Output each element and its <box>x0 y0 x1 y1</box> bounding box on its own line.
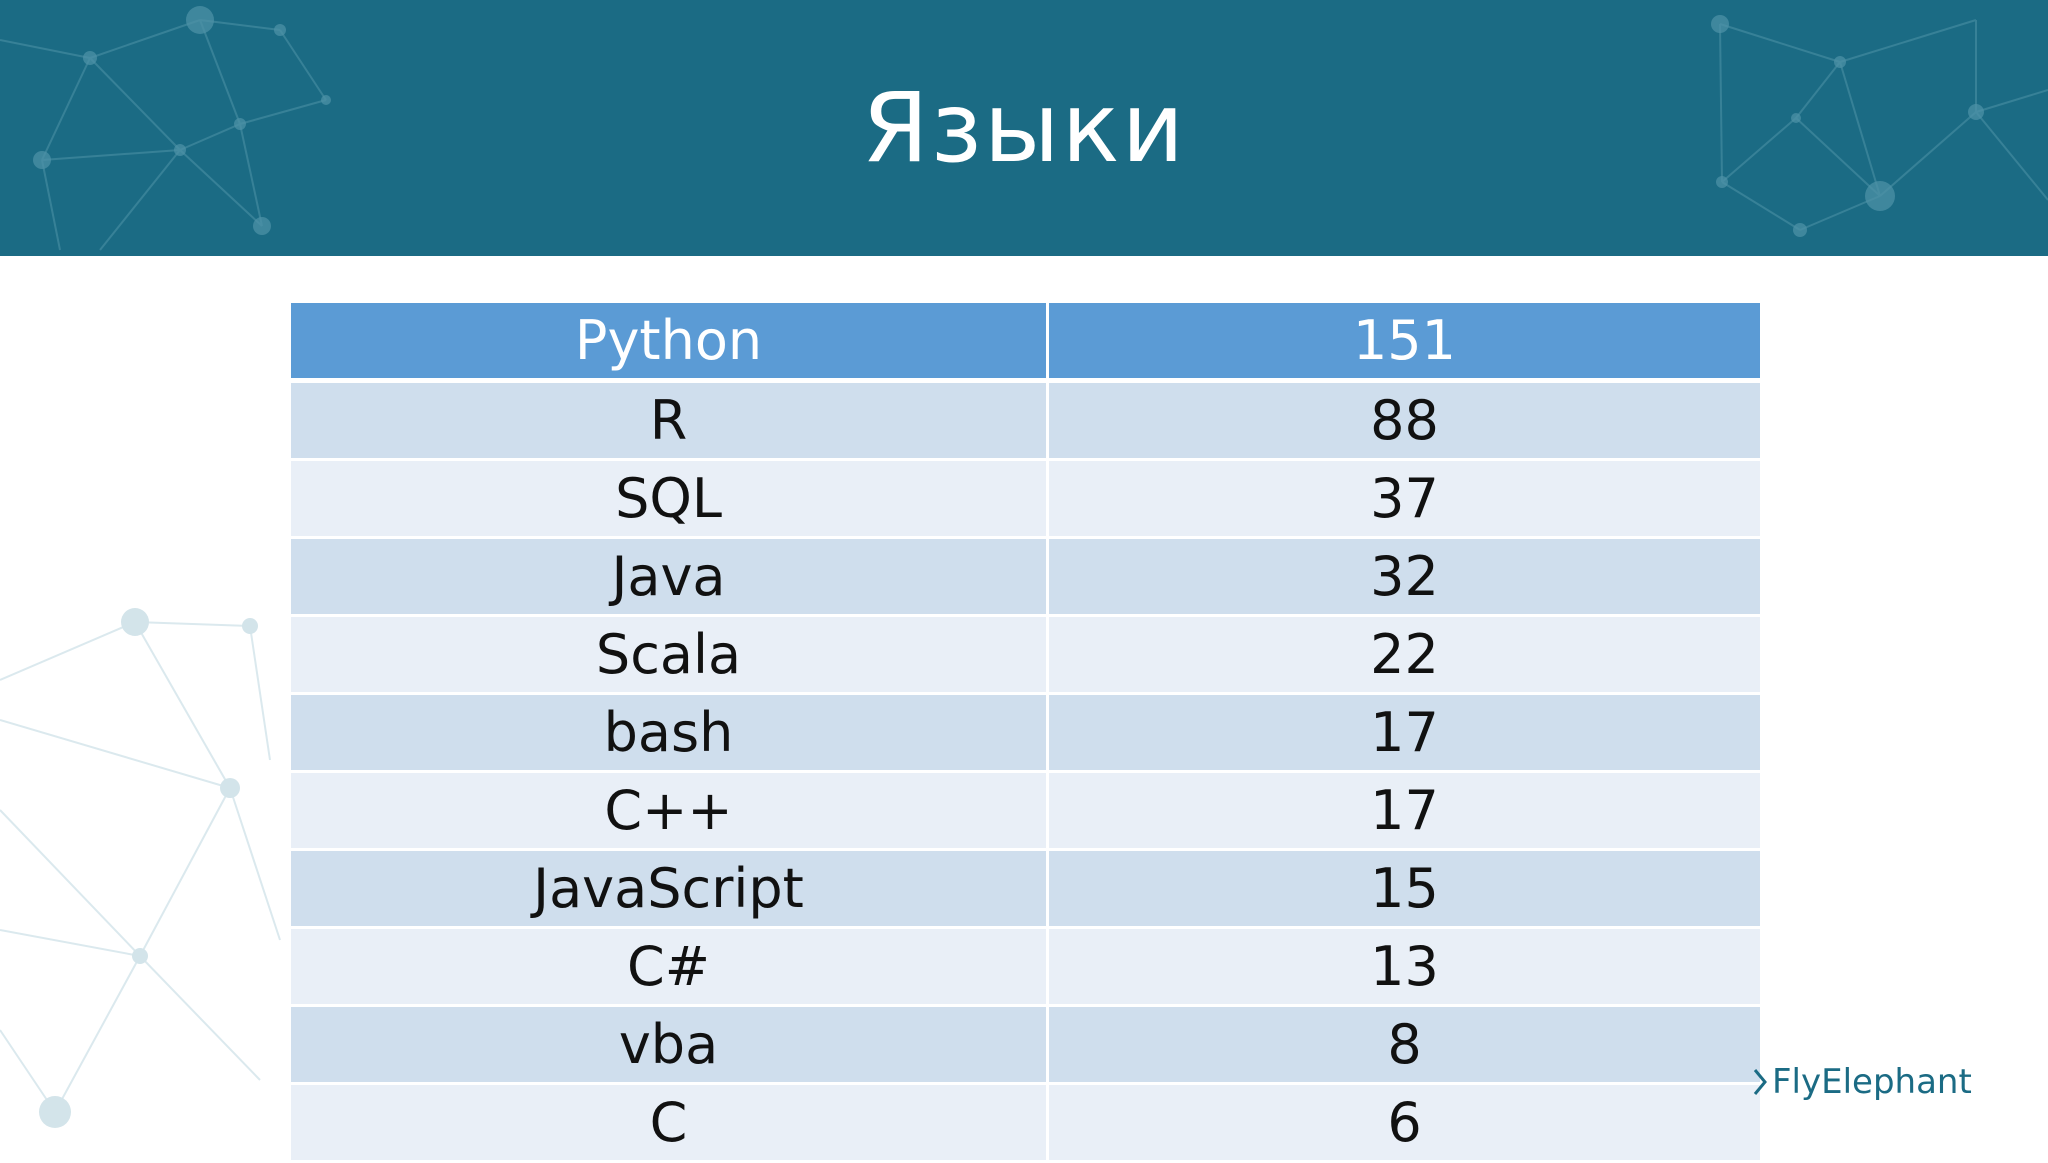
count-cell: 88 <box>1046 379 1763 461</box>
table-row: Scala 22 <box>288 614 1763 695</box>
language-cell: SQL <box>288 458 1049 539</box>
header-banner: Языки <box>0 0 2048 256</box>
table-row: vba 8 <box>288 1004 1763 1085</box>
count-cell: 15 <box>1046 848 1763 929</box>
count-cell: 17 <box>1046 692 1763 773</box>
table-row: C 6 <box>288 1082 1763 1163</box>
table-row: bash 17 <box>288 692 1763 773</box>
table-row: C++ 17 <box>288 770 1763 851</box>
count-cell: 6 <box>1046 1082 1763 1163</box>
count-cell: 13 <box>1046 926 1763 1007</box>
header-count-cell: 151 <box>1046 300 1763 383</box>
language-cell: Java <box>288 536 1049 617</box>
chevron-right-icon <box>1753 1069 1767 1095</box>
language-cell: Scala <box>288 614 1049 695</box>
logo-text: FlyElephant <box>1772 1062 1972 1102</box>
count-cell: 32 <box>1046 536 1763 617</box>
count-cell: 17 <box>1046 770 1763 851</box>
table-row: Java 32 <box>288 536 1763 617</box>
network-pattern-decoration <box>0 6 2048 251</box>
table-row: C# 13 <box>288 926 1763 1007</box>
slide-title: Языки <box>862 72 1186 184</box>
background-network-decoration <box>0 608 281 1128</box>
count-cell: 22 <box>1046 614 1763 695</box>
count-cell: 37 <box>1046 458 1763 539</box>
language-cell: C++ <box>288 770 1049 851</box>
table-row: SQL 37 <box>288 458 1763 539</box>
table-header-row: Python 151 <box>288 300 1763 383</box>
language-cell: C# <box>288 926 1049 1007</box>
language-cell: bash <box>288 692 1049 773</box>
language-cell: JavaScript <box>288 848 1049 929</box>
language-cell: C <box>288 1082 1049 1163</box>
table-row: JavaScript 15 <box>288 848 1763 929</box>
flyelephant-logo: FlyElephant <box>1752 1062 1972 1102</box>
language-cell: vba <box>288 1004 1049 1085</box>
languages-table: Python 151 R 88 SQL 37 Java 32 Scala 22 … <box>288 300 1763 1163</box>
table-row: R 88 <box>288 379 1763 461</box>
header-language-cell: Python <box>288 300 1049 383</box>
count-cell: 8 <box>1046 1004 1763 1085</box>
language-cell: R <box>288 379 1049 461</box>
